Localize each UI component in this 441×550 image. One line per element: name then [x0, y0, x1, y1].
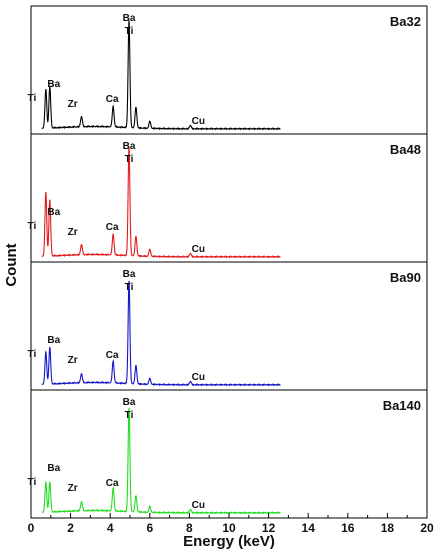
peak-point [113, 363, 114, 364]
panel-frame [30, 389, 428, 519]
spectrum-panel: Ba32 Ti Ba Zr Ca Ba Ti Cu [28, 5, 428, 135]
element-label: Ca [106, 94, 119, 105]
x-tick-label: 0 [28, 521, 35, 535]
panel-frame [30, 133, 428, 263]
sample-label: Ba140 [383, 398, 421, 413]
element-label: Ba [123, 269, 136, 280]
element-label: Ti [125, 26, 134, 37]
peak-point [149, 507, 150, 508]
peak-point [135, 237, 136, 238]
peak-point [149, 250, 150, 251]
peak-point [149, 122, 150, 123]
spectrum-line [41, 20, 281, 131]
peak-point [45, 483, 46, 484]
peak-point [49, 483, 50, 484]
x-tick-label: 16 [341, 521, 355, 535]
peak-point [45, 352, 46, 353]
peak-point [49, 348, 50, 349]
peak-point [135, 366, 136, 367]
peak-point [135, 108, 136, 109]
peak-point [135, 496, 136, 497]
x-axis-label: Energy (keV) [183, 533, 275, 550]
sample-label: Ba48 [390, 142, 421, 157]
x-tick-label: 8 [186, 521, 193, 535]
element-label: Ti [28, 93, 37, 104]
element-label: Ba [47, 463, 60, 474]
element-label: Cu [192, 500, 205, 511]
x-tick-label: 20 [420, 521, 434, 535]
peak-point [81, 118, 82, 119]
spectrum-panel: Ba90 Ti Ba Zr Ca Ba Ti Cu [28, 261, 428, 391]
peak-point [113, 490, 114, 491]
element-label: Ti [28, 221, 37, 232]
y-axis-label: Count [3, 243, 20, 286]
element-label: Ca [106, 478, 119, 489]
peak-point [113, 236, 114, 237]
spectrum-line [41, 407, 281, 515]
element-label: Cu [192, 372, 205, 383]
spectrum-panel: Ba48 Ti Ba Zr Ca Ba Ti Cu [28, 133, 428, 263]
x-tick-label: 14 [302, 521, 316, 535]
element-label: Ba [47, 335, 60, 346]
element-label: Ti [125, 282, 134, 293]
x-tick-label: 12 [262, 521, 276, 535]
element-label: Zr [68, 355, 78, 366]
element-label: Ca [106, 222, 119, 233]
x-tick-label: 18 [381, 521, 395, 535]
spectrum-line [41, 280, 281, 387]
x-tick-label: 2 [67, 521, 74, 535]
element-label: Zr [68, 227, 78, 238]
peak-point [81, 503, 82, 504]
peak-point [149, 379, 150, 380]
element-label: Ti [28, 349, 37, 360]
element-label: Cu [192, 244, 205, 255]
sample-label: Ba90 [390, 270, 421, 285]
element-label: Ba [123, 141, 136, 152]
element-label: Ba [47, 79, 60, 90]
element-label: Ba [47, 207, 60, 218]
element-label: Ti [125, 410, 134, 421]
element-label: Zr [68, 483, 78, 494]
peak-point [81, 375, 82, 376]
element-label: Ba [123, 13, 136, 24]
x-tick-label: 6 [146, 521, 153, 535]
element-label: Ca [106, 350, 119, 361]
x-tick-label: 10 [222, 521, 236, 535]
element-label: Ba [123, 397, 136, 408]
element-label: Ti [28, 477, 37, 488]
element-label: Cu [192, 116, 205, 127]
peak-point [113, 108, 114, 109]
x-axis-ticks: 0 2 4 6 8 10 12 14 16 18 20 [28, 513, 434, 535]
element-label: Ti [125, 154, 134, 165]
spectrum-panel: Ba140 Ti Ba Zr Ca Ba Ti Cu [28, 389, 428, 519]
peak-point [81, 246, 82, 247]
peak-point [45, 90, 46, 91]
peak-point [45, 193, 46, 194]
element-label: Zr [68, 99, 78, 110]
peak-point [49, 201, 50, 202]
panel-frame [30, 261, 428, 391]
sample-label: Ba32 [390, 14, 421, 29]
panel-frame [30, 5, 428, 135]
x-tick-label: 4 [107, 521, 114, 535]
spectrum-line [41, 147, 281, 259]
